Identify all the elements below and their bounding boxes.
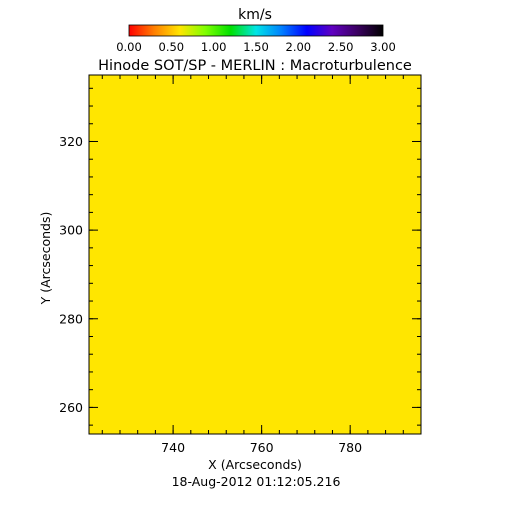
timestamp: 18-Aug-2012 01:12:05.216: [172, 474, 341, 489]
colorbar-label: km/s: [238, 7, 272, 23]
y-tick-label: 260: [59, 400, 83, 415]
colorbar-tick-label: 1.50: [243, 40, 269, 54]
x-tick-label: 780: [338, 440, 362, 455]
y-tick-label: 280: [59, 311, 83, 326]
chart-title: Hinode SOT/SP - MERLIN : Macroturbulence: [98, 58, 412, 74]
colorbar-tick-label: 0.50: [159, 40, 185, 54]
colorbar-tick-label: 3.00: [370, 40, 396, 54]
x-tick-label: 740: [161, 440, 185, 455]
colorbar: [128, 24, 384, 37]
colorbar-tick-label: 1.00: [201, 40, 227, 54]
colorbar-tick-label: 2.50: [328, 40, 354, 54]
macroturbulence-map: [89, 75, 421, 434]
y-tick-label: 320: [59, 134, 83, 149]
y-axis-label: Y (Arcseconds): [38, 212, 53, 306]
x-tick-label: 760: [250, 440, 274, 455]
plot-frame: [88, 74, 422, 435]
colorbar-tick-label: 0.00: [116, 40, 142, 54]
x-axis-label: X (Arcseconds): [208, 457, 302, 472]
colorbar-tick-label: 2.00: [286, 40, 312, 54]
y-tick-label: 300: [59, 223, 83, 238]
